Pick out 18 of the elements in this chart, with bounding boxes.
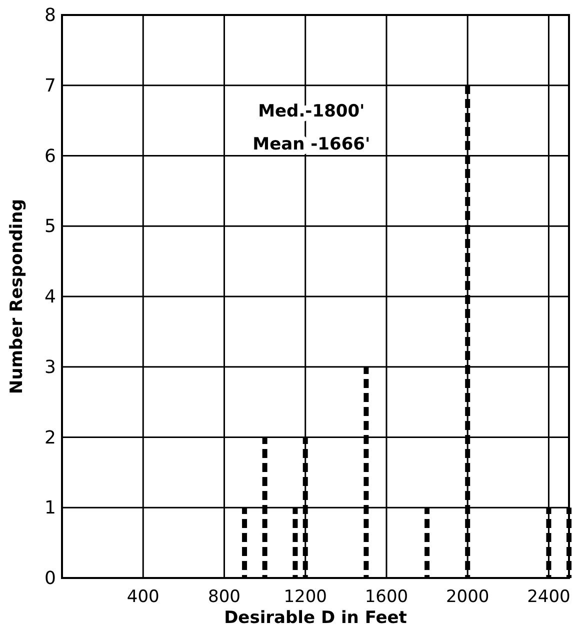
- y-tick-label: 5: [44, 216, 56, 238]
- y-tick-label: 4: [44, 286, 56, 308]
- x-tick-label: 2000: [446, 587, 490, 607]
- y-tick-label: 2: [44, 427, 56, 448]
- x-tick-label: 400: [126, 587, 160, 607]
- y-tick-label: 7: [44, 75, 56, 96]
- x-tick-label: 1200: [284, 587, 327, 607]
- x-tick-label: 800: [208, 587, 240, 607]
- x-tick-label: 1600: [364, 587, 408, 607]
- annotation: Mean -1666': [252, 134, 370, 154]
- y-tick-label: 6: [44, 146, 56, 167]
- y-tick-label: 0: [44, 568, 56, 589]
- y-tick-label: 3: [44, 356, 56, 378]
- x-tick-label: 2400: [527, 587, 570, 607]
- x-axis-title: Desirable D in Feet: [224, 608, 407, 628]
- y-tick-label: 8: [44, 5, 56, 26]
- y-axis-title: Number Responding: [7, 198, 27, 394]
- y-tick-label: 1: [44, 498, 56, 519]
